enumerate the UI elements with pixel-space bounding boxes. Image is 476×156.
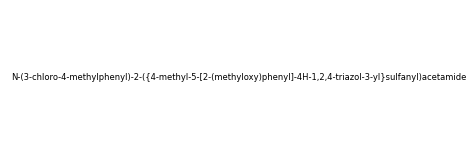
Text: N-(3-chloro-4-methylphenyl)-2-({4-methyl-5-[2-(methyloxy)phenyl]-4H-1,2,4-triazo: N-(3-chloro-4-methylphenyl)-2-({4-methyl…	[11, 73, 465, 83]
